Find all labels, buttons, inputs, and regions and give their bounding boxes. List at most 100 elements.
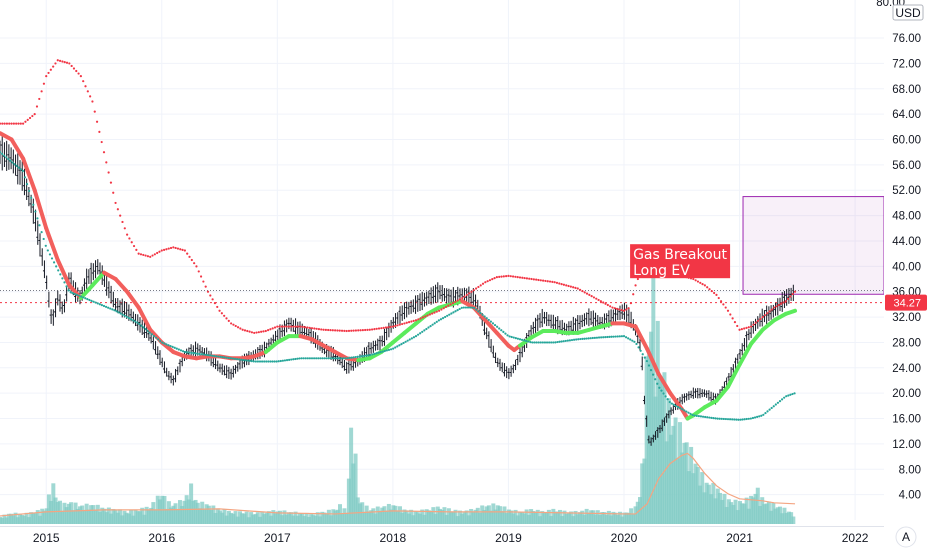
teal-dotted-dot bbox=[258, 360, 262, 363]
volume-bar bbox=[53, 497, 58, 524]
teal-dotted-dot bbox=[256, 360, 260, 363]
volume-bar bbox=[133, 509, 138, 524]
teal-dotted-dot bbox=[77, 294, 81, 297]
currency-badge[interactable] bbox=[892, 4, 924, 21]
red-dotted-dot bbox=[384, 326, 388, 329]
teal-dotted-dot bbox=[541, 341, 544, 344]
teal-dotted-dot bbox=[785, 395, 788, 398]
teal-dotted-dot bbox=[188, 351, 191, 354]
volume-bar bbox=[489, 510, 494, 524]
volume-bar bbox=[313, 515, 318, 524]
red-dotted-dot bbox=[710, 289, 713, 293]
teal-dotted-dot bbox=[17, 166, 20, 169]
volume-bar bbox=[395, 511, 400, 524]
red-dotted-dot bbox=[451, 302, 455, 305]
volume-bar bbox=[31, 513, 36, 524]
teal-dotted-dot bbox=[612, 335, 615, 338]
teal-dotted-dot bbox=[437, 319, 440, 322]
teal-dotted-dot bbox=[192, 352, 195, 355]
volume-bar bbox=[715, 488, 720, 524]
volume-bar bbox=[142, 514, 147, 524]
red-dotted-dot bbox=[19, 122, 22, 125]
ma-segment bbox=[529, 329, 546, 340]
red-dotted-dot bbox=[491, 278, 494, 281]
red-dotted-dot bbox=[183, 249, 186, 252]
volume-bar bbox=[404, 510, 409, 524]
x-tick-label: 2018 bbox=[380, 531, 407, 545]
volume-bar bbox=[386, 503, 391, 524]
red-dotted-dot bbox=[537, 278, 540, 282]
teal-dotted-dot bbox=[778, 399, 782, 403]
red-dotted-dot bbox=[706, 286, 709, 289]
y-tick-label: 40.00 bbox=[892, 261, 921, 273]
teal-dotted-dot bbox=[645, 359, 648, 363]
red-dotted-dot bbox=[350, 329, 353, 332]
teal-dotted-dot bbox=[439, 318, 443, 321]
teal-dotted-dot bbox=[579, 337, 582, 341]
teal-dotted-dot bbox=[42, 237, 45, 241]
volume-bar bbox=[442, 507, 447, 524]
volume-bar bbox=[284, 514, 289, 524]
teal-dotted-dot bbox=[125, 315, 128, 319]
current-price-label: 34.27 bbox=[893, 298, 921, 310]
teal-dotted-dot bbox=[61, 277, 64, 280]
teal-dotted-dot bbox=[346, 357, 349, 360]
logo-button[interactable]: A bbox=[895, 526, 917, 548]
teal-dotted-dot bbox=[358, 355, 361, 358]
volume-bar bbox=[129, 510, 134, 524]
target-box[interactable] bbox=[742, 196, 885, 295]
annotation-callout[interactable]: Gas Breakout Long EV bbox=[630, 244, 731, 279]
volume-bar bbox=[318, 516, 322, 524]
teal-dotted-dot bbox=[618, 335, 621, 338]
teal-dotted-dot bbox=[564, 339, 567, 343]
teal-dotted-dot bbox=[406, 339, 409, 342]
red-dotted-dot bbox=[266, 329, 270, 332]
volume-bar bbox=[731, 504, 736, 524]
red-dotted-dot bbox=[595, 297, 598, 300]
time-axis[interactable]: 2015 2016 2017 2018 2019 2020 2021 2022 bbox=[0, 526, 884, 546]
red-dotted-dot bbox=[100, 140, 103, 144]
volume-bar bbox=[55, 502, 60, 524]
red-dotted-dot bbox=[95, 120, 99, 123]
volume-bar bbox=[618, 511, 622, 524]
teal-dotted-dot bbox=[766, 410, 769, 413]
teal-dotted-dot bbox=[196, 352, 199, 355]
teal-dotted-dot bbox=[246, 359, 249, 362]
red-dotted-dot bbox=[733, 321, 737, 324]
red-dotted-dot bbox=[775, 305, 778, 308]
teal-dotted-dot bbox=[134, 320, 137, 323]
red-dotted-dot bbox=[273, 326, 277, 329]
teal-dotted-dot bbox=[622, 334, 626, 338]
teal-dotted-dot bbox=[236, 358, 239, 361]
volume-bar bbox=[244, 511, 249, 524]
volume-bar bbox=[49, 500, 54, 524]
red-dotted-dot bbox=[454, 300, 457, 303]
red-dotted-dot bbox=[622, 309, 626, 312]
volume-bar bbox=[29, 512, 34, 524]
teal-dotted-dot bbox=[477, 310, 480, 313]
teal-dotted-dot bbox=[0, 152, 4, 156]
teal-dotted-dot bbox=[535, 341, 538, 344]
volume-bar bbox=[615, 514, 620, 524]
volume-bar bbox=[329, 515, 334, 524]
volume-bar bbox=[782, 507, 787, 524]
volume-bar bbox=[362, 511, 367, 524]
volume-bar bbox=[393, 505, 398, 524]
red-dotted-dot bbox=[574, 286, 577, 290]
red-dotted-dot bbox=[84, 85, 87, 88]
teal-dotted-dot bbox=[46, 249, 49, 252]
volume-bar bbox=[4, 517, 9, 524]
volume-bar bbox=[9, 513, 14, 524]
teal-dotted-dot bbox=[227, 356, 230, 360]
teal-dotted-dot bbox=[198, 352, 201, 356]
red-dotted-dot bbox=[276, 325, 279, 328]
ma-segment bbox=[702, 398, 719, 410]
volume-bar bbox=[446, 508, 451, 524]
red-dotted-dot bbox=[218, 309, 221, 312]
price-axis[interactable]: 80.00 USD 4.00 8.00 12.00 16.00 20.00 24.00 28… bbox=[876, 0, 932, 520]
teal-dotted-dot bbox=[566, 339, 569, 342]
volume-bar bbox=[669, 434, 674, 524]
volume-bar bbox=[100, 507, 105, 524]
red-dotted-dot bbox=[202, 280, 205, 283]
